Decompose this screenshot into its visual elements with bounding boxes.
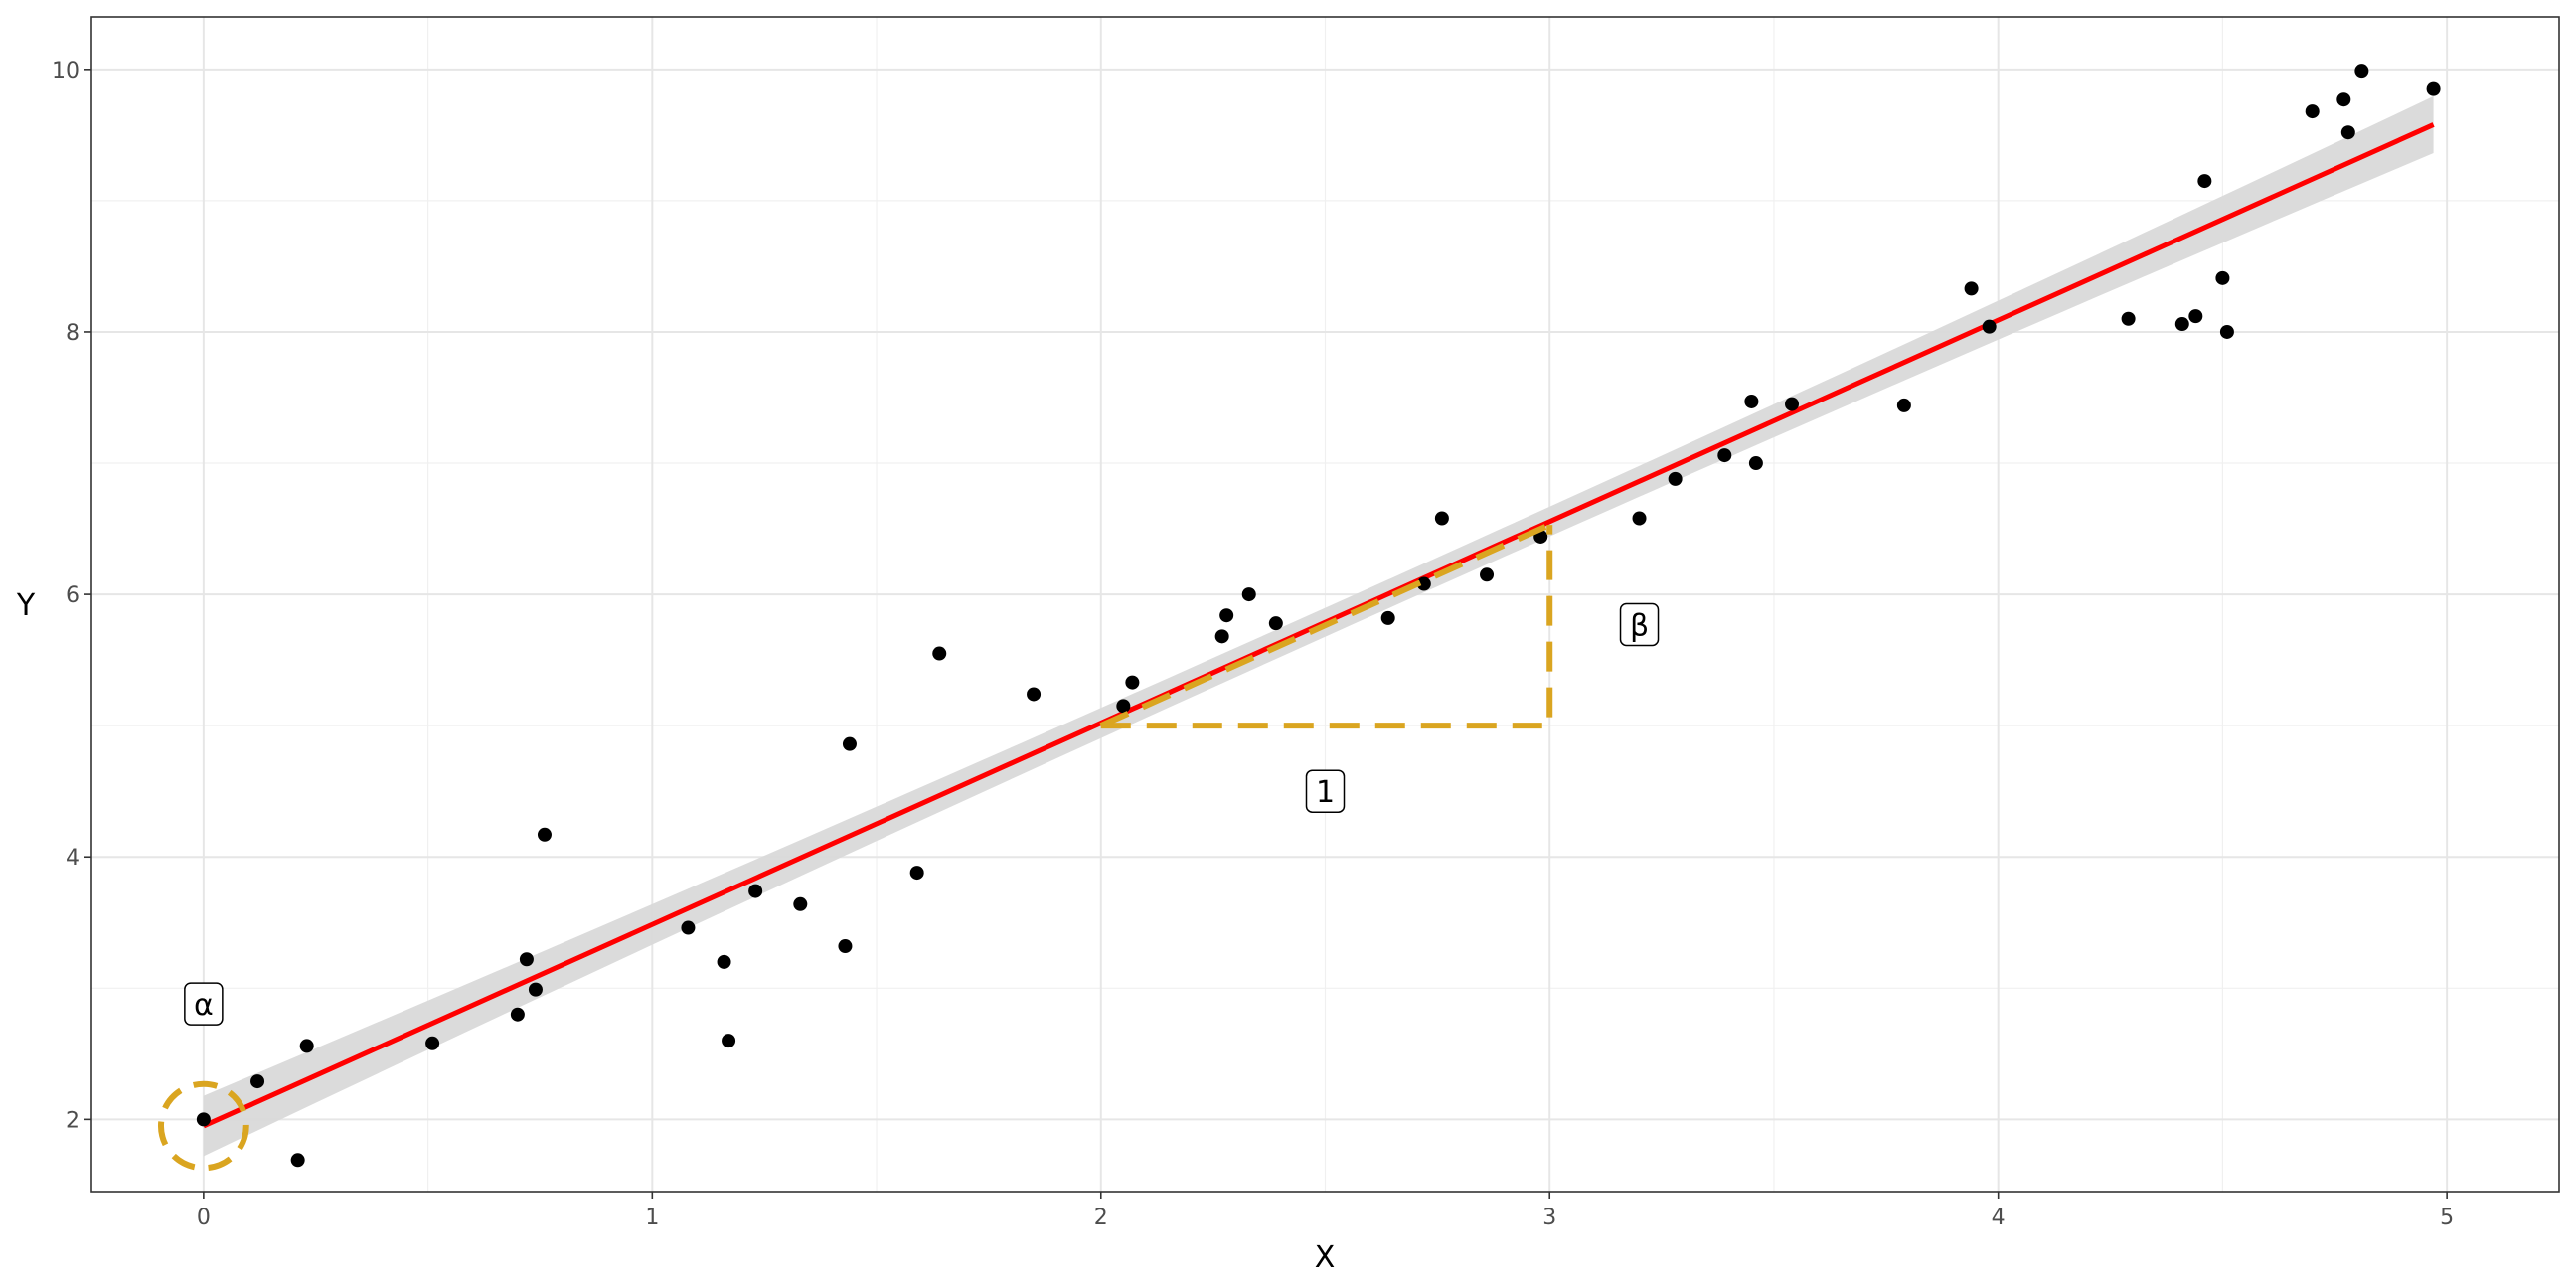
data-point — [1982, 319, 1997, 334]
data-point — [1214, 629, 1229, 644]
data-point — [1219, 608, 1234, 623]
beta-label: β — [1630, 608, 1649, 643]
data-point — [717, 954, 731, 969]
x-tick-label: 1 — [645, 1206, 659, 1230]
data-point — [722, 1034, 736, 1048]
data-point — [1125, 675, 1140, 690]
data-point — [842, 736, 857, 751]
data-point — [290, 1153, 305, 1168]
x-axis: 0 1 2 3 4 5 — [197, 1192, 2454, 1230]
major-gridlines — [91, 17, 2559, 1192]
panel-border — [90, 16, 2560, 1193]
data-point — [1027, 687, 1042, 702]
x-tick-label: 2 — [1094, 1206, 1108, 1230]
data-point — [2188, 309, 2203, 324]
y-tick-label: 6 — [66, 583, 80, 608]
data-point — [2305, 104, 2320, 119]
x-axis-title: X — [1315, 1240, 1336, 1275]
y-axis: 2 4 6 8 10 — [52, 59, 91, 1133]
data-point — [793, 896, 808, 911]
y-tick-label: 4 — [66, 846, 80, 871]
x-tick-label: 4 — [1992, 1206, 2006, 1230]
data-point — [1434, 511, 1449, 526]
data-point — [1668, 471, 1683, 486]
data-point — [1896, 398, 1911, 412]
y-tick-label: 2 — [66, 1108, 80, 1133]
data-point — [2336, 92, 2351, 107]
data-point — [1964, 281, 1979, 296]
data-point — [537, 827, 552, 842]
x-tick-label: 0 — [197, 1206, 211, 1230]
data-point — [2174, 317, 2189, 332]
alpha-label-box — [184, 982, 224, 1026]
data-point — [1748, 456, 1763, 471]
y-tick-label: 10 — [52, 59, 80, 83]
data-point — [510, 1007, 525, 1022]
data-point — [748, 884, 763, 898]
beta-label-box — [1619, 602, 1660, 647]
data-point — [2215, 270, 2230, 285]
data-point — [909, 866, 924, 881]
data-point — [1241, 587, 1256, 602]
minor-gridlines — [91, 17, 2559, 1192]
annotations: α β 1 — [157, 522, 1660, 1172]
data-point — [250, 1074, 265, 1089]
data-point — [196, 1112, 211, 1127]
data-point — [2354, 64, 2369, 79]
data-point — [1785, 397, 1800, 411]
data-point — [2121, 311, 2136, 326]
data-point — [932, 646, 947, 661]
run-one-label-box — [1305, 769, 1346, 813]
alpha-intercept-circle — [157, 1080, 249, 1172]
slope-triangle-legs — [1100, 525, 1553, 729]
data-point — [2340, 125, 2355, 140]
data-point — [1717, 448, 1732, 463]
data-point — [1632, 511, 1647, 526]
data-point — [299, 1039, 314, 1053]
data-point — [2219, 324, 2234, 339]
data-point — [519, 952, 534, 967]
data-point — [838, 939, 853, 954]
data-point — [528, 982, 543, 997]
x-tick-label: 5 — [2440, 1206, 2454, 1230]
data-point — [425, 1036, 440, 1050]
data-point — [1268, 616, 1283, 631]
data-point — [1380, 610, 1395, 625]
alpha-label: α — [194, 988, 214, 1023]
run-one-label: 1 — [1316, 775, 1335, 810]
data-point — [1116, 699, 1131, 714]
y-axis-title: Y — [16, 588, 36, 623]
data-point — [2426, 81, 2441, 96]
x-tick-label: 3 — [1542, 1206, 1556, 1230]
data-point — [1416, 576, 1431, 591]
data-point — [2197, 174, 2212, 189]
data-points — [196, 64, 2441, 1168]
data-point — [681, 920, 696, 935]
slope-triangle-hypotenuse — [1099, 522, 1551, 728]
data-point — [1480, 567, 1495, 582]
data-point — [1744, 394, 1759, 408]
y-tick-label: 8 — [66, 321, 80, 346]
